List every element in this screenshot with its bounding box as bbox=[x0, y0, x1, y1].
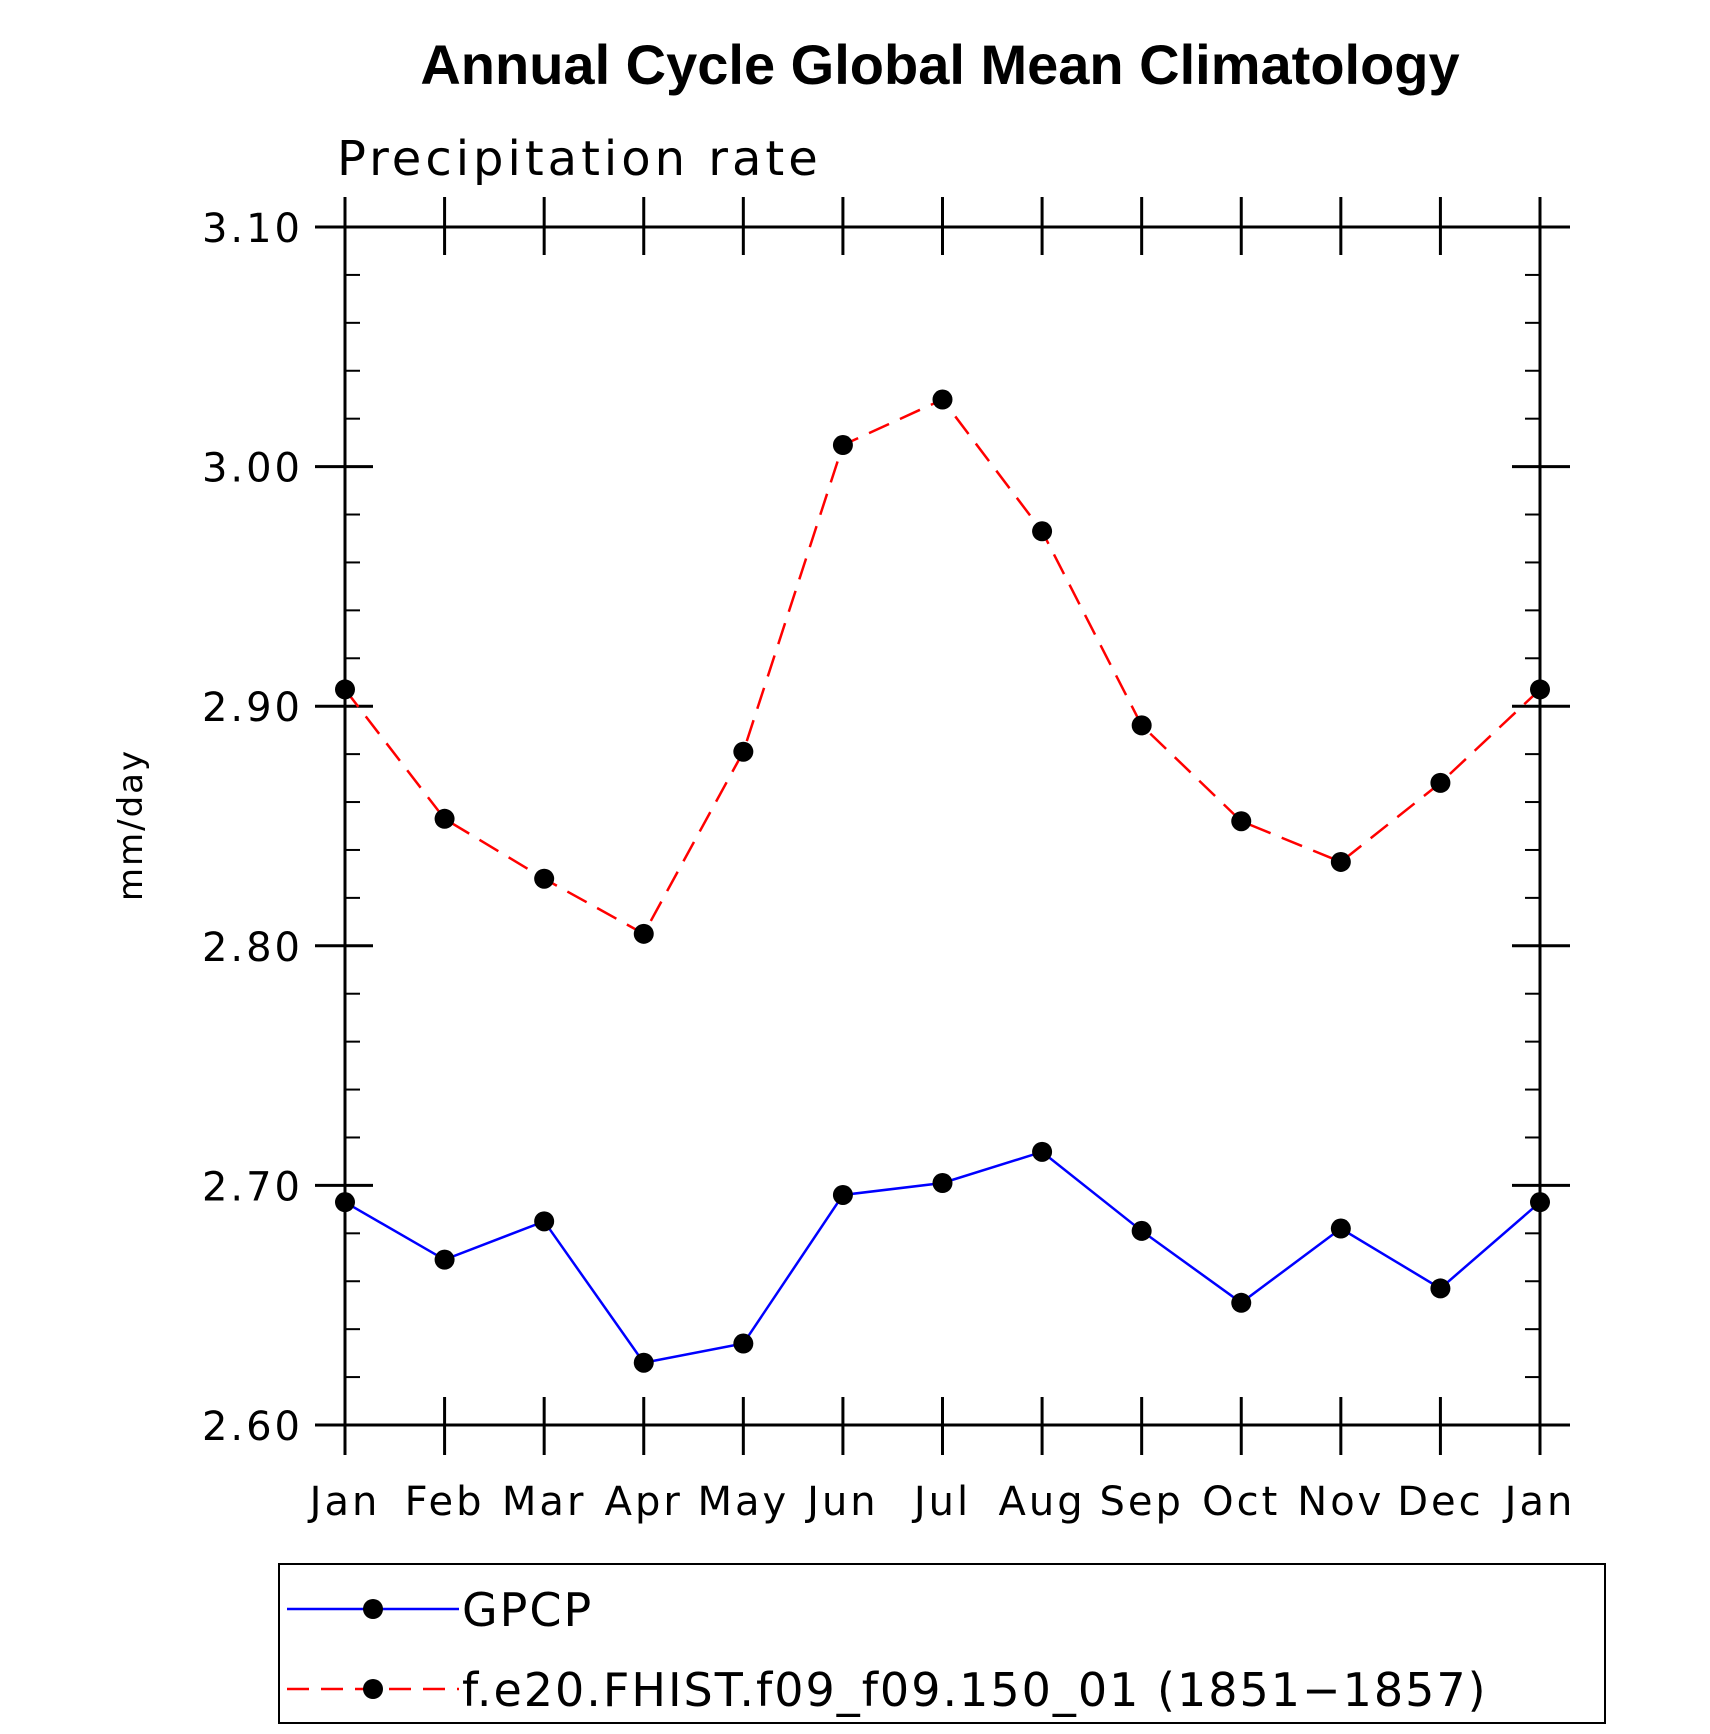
chart-subtitle: Precipitation rate bbox=[337, 131, 822, 187]
x-tick-label: Oct bbox=[1202, 1479, 1280, 1525]
data-point bbox=[832, 435, 853, 456]
data-point bbox=[1330, 851, 1351, 872]
chart-title: Annual Cycle Global Mean Climatology bbox=[420, 33, 1459, 96]
data-point bbox=[1032, 1141, 1053, 1162]
legend-marker bbox=[363, 1679, 383, 1699]
data-point bbox=[434, 1249, 455, 1270]
data-point bbox=[1131, 715, 1152, 736]
y-tick-label: 2.90 bbox=[202, 685, 303, 731]
data-point bbox=[1430, 1278, 1451, 1299]
data-point bbox=[1231, 811, 1252, 832]
legend-marker bbox=[363, 1599, 383, 1619]
y-tick-label: 3.10 bbox=[202, 206, 303, 252]
series-line-2 bbox=[344, 397, 1541, 936]
data-point bbox=[335, 679, 355, 700]
x-tick-label: Nov bbox=[1297, 1479, 1384, 1525]
data-point bbox=[932, 389, 953, 410]
y-tick-label: 3.00 bbox=[202, 446, 303, 492]
data-point bbox=[1330, 1218, 1351, 1239]
y-tick-label: 2.80 bbox=[202, 925, 303, 971]
x-tick-label: Dec bbox=[1397, 1479, 1483, 1525]
data-point bbox=[733, 741, 754, 762]
data-point bbox=[1231, 1292, 1252, 1313]
data-point bbox=[1530, 1192, 1550, 1213]
legend: GPCP f.e20.FHIST.f09_f09.150_01 (1851−185… bbox=[278, 1563, 1606, 1724]
legend-label-2: f.e20.FHIST.f09_f09.150_01 (1851−1857) bbox=[462, 1663, 1488, 1717]
data-point bbox=[832, 1184, 853, 1205]
data-point bbox=[733, 1333, 754, 1354]
y-tick-label: 2.60 bbox=[202, 1404, 303, 1450]
series-layer bbox=[335, 389, 1550, 1373]
x-tick-label: Jan bbox=[307, 1479, 381, 1525]
data-point bbox=[1032, 521, 1053, 542]
x-tick-label: May bbox=[697, 1479, 789, 1525]
x-tick-label: Jul bbox=[911, 1479, 971, 1525]
data-point bbox=[434, 808, 455, 829]
data-point bbox=[633, 923, 654, 944]
x-tick-label: Feb bbox=[405, 1479, 485, 1525]
x-tick-label: Apr bbox=[605, 1479, 683, 1525]
x-tick-label: Mar bbox=[502, 1479, 586, 1525]
data-point bbox=[1430, 772, 1451, 793]
legend-box bbox=[278, 1563, 1606, 1724]
x-tick-label: Aug bbox=[999, 1479, 1086, 1525]
y-axis-label: mm/day bbox=[111, 749, 151, 901]
legend-label-1: GPCP bbox=[462, 1583, 593, 1637]
data-point bbox=[1131, 1220, 1152, 1241]
data-point bbox=[534, 868, 555, 889]
x-tick-label: Sep bbox=[1099, 1479, 1183, 1525]
x-tick-label: Jan bbox=[1502, 1479, 1576, 1525]
data-point bbox=[1530, 679, 1550, 700]
data-point bbox=[335, 1192, 355, 1213]
y-tick-label: 2.70 bbox=[202, 1164, 303, 1210]
data-point bbox=[534, 1211, 555, 1232]
x-tick-label: Jun bbox=[804, 1479, 879, 1525]
data-point bbox=[633, 1352, 654, 1373]
data-point bbox=[932, 1173, 953, 1194]
axes: Jan Feb Mar Apr May Jun Jul Aug Sep Oct Nov Dec Jan2… bbox=[202, 197, 1576, 1525]
